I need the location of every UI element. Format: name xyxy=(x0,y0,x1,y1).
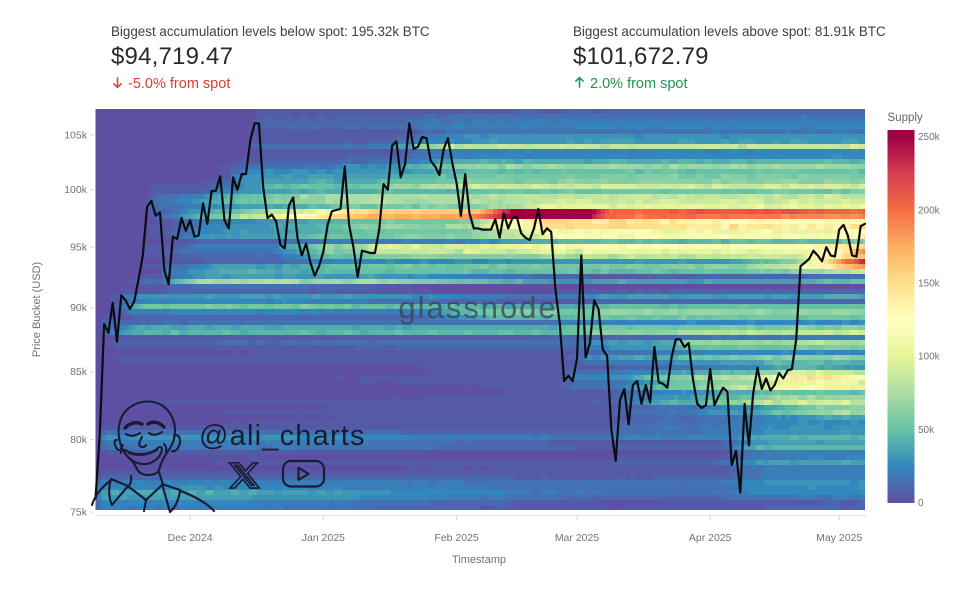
svg-text:200k: 200k xyxy=(918,205,941,216)
svg-text:105k: 105k xyxy=(64,129,88,141)
svg-text:50k: 50k xyxy=(918,425,935,436)
svg-text:85k: 85k xyxy=(70,366,88,378)
svg-text:250k: 250k xyxy=(918,132,941,143)
svg-text:90k: 90k xyxy=(70,302,88,314)
svg-text:0: 0 xyxy=(918,498,924,509)
svg-text:150k: 150k xyxy=(918,279,941,290)
svg-text:Jan 2025: Jan 2025 xyxy=(302,532,345,544)
svg-text:Feb 2025: Feb 2025 xyxy=(434,532,479,544)
svg-text:100k: 100k xyxy=(64,184,88,196)
svg-text:100k: 100k xyxy=(918,352,941,363)
svg-text:Mar 2025: Mar 2025 xyxy=(555,532,600,544)
svg-text:@ali_charts: @ali_charts xyxy=(199,420,366,452)
svg-text:Apr 2025: Apr 2025 xyxy=(689,532,732,544)
svg-text:Supply: Supply xyxy=(888,112,923,124)
svg-text:80k: 80k xyxy=(70,434,88,446)
svg-text:glassnode: glassnode xyxy=(398,290,557,325)
svg-text:Price Bucket (USD): Price Bucket (USD) xyxy=(31,262,43,357)
svg-text:75k: 75k xyxy=(70,506,88,518)
svg-text:Timestamp: Timestamp xyxy=(452,554,506,566)
svg-text:95k: 95k xyxy=(70,241,88,253)
svg-text:Dec 2024: Dec 2024 xyxy=(168,532,213,544)
svg-text:May 2025: May 2025 xyxy=(816,532,862,544)
